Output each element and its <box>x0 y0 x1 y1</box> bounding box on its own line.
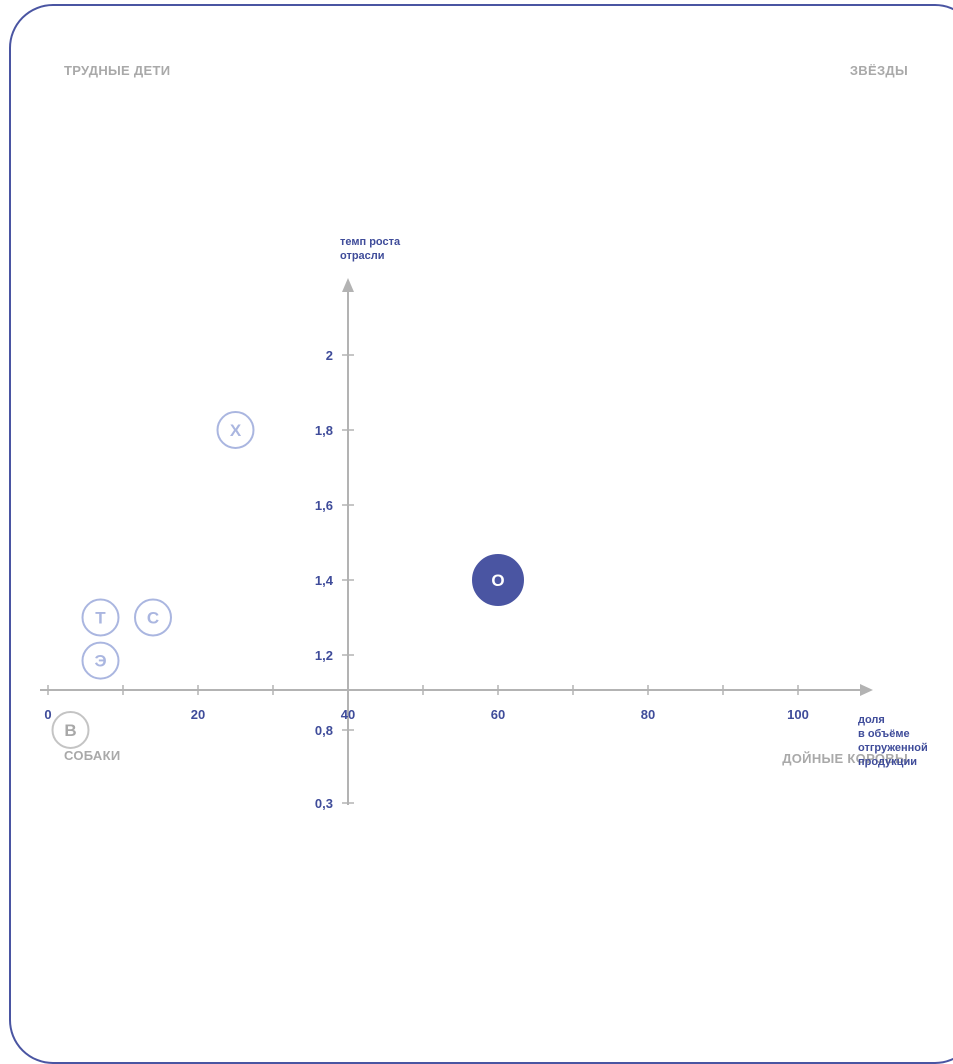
x-tick-label: 20 <box>191 707 205 722</box>
data-point: Т <box>81 598 120 637</box>
data-point-marker <box>216 411 255 449</box>
x-tick-label: 80 <box>641 707 655 722</box>
data-point-label: В <box>64 721 76 740</box>
quadrant-label-problem-children: ТРУДНЫЕ ДЕТИ <box>64 63 171 78</box>
x-tick-label: 0 <box>44 707 51 722</box>
y-tick-label: 0,3 <box>315 796 333 811</box>
x-tick-label: 100 <box>787 707 809 722</box>
y-axis-title: отрасли <box>340 250 385 262</box>
x-axis-title: продукции <box>858 756 917 768</box>
y-tick-label: 1,8 <box>315 423 333 438</box>
data-point-marker <box>134 598 172 637</box>
data-point-label: Х <box>230 421 242 440</box>
y-tick-label: 1,6 <box>315 498 333 513</box>
x-axis-title: отгруженной <box>858 742 928 754</box>
quadrant-label-dogs: СОБАКИ <box>64 748 121 763</box>
bcg-matrix-chart: 0 20 40 60 80 100 2 1,8 1,6 1,4 1,2 0,8 0,3 темп рост… <box>40 236 928 811</box>
x-axis-title: в объёме <box>858 728 910 740</box>
data-point-label: С <box>147 609 159 628</box>
quadrant-label-cash-cows: ДОЙНЫЕ КОРОВЫ <box>782 751 908 766</box>
data-point-label: Э <box>94 652 106 671</box>
y-tick-label: 1,4 <box>315 573 334 588</box>
data-point: О <box>472 554 524 606</box>
data-point-marker <box>81 641 120 680</box>
data-point: Э <box>81 641 120 680</box>
data-point: В <box>51 711 90 749</box>
y-tick-label: 2 <box>326 348 333 363</box>
x-tick-label: 40 <box>341 707 355 722</box>
x-tick-label: 60 <box>491 707 505 722</box>
data-point-label: Т <box>95 609 106 628</box>
data-point: Х <box>216 411 255 449</box>
data-point-marker <box>81 598 120 637</box>
data-point-marker <box>472 554 524 606</box>
x-axis-arrow <box>860 684 873 696</box>
data-point-label: О <box>491 571 504 590</box>
data-point-marker <box>51 711 90 749</box>
x-axis-title: доля <box>858 714 885 726</box>
data-point: С <box>134 598 172 637</box>
y-tick-label: 1,2 <box>315 648 333 663</box>
y-axis-title: темп роста <box>340 236 401 248</box>
quadrant-label-stars: ЗВЁЗДЫ <box>849 63 908 78</box>
y-tick-label: 0,8 <box>315 723 333 738</box>
y-axis-arrow <box>342 278 354 292</box>
